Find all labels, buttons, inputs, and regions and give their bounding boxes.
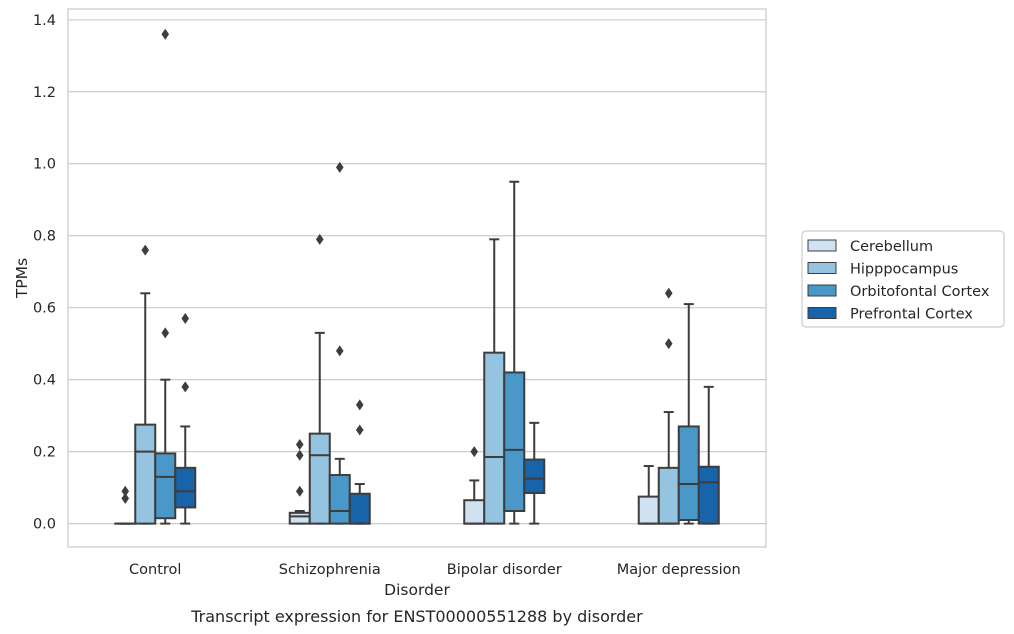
iqr-box <box>174 466 197 509</box>
iqr-box <box>637 495 660 525</box>
x-tick-label: Bipolar disorder <box>447 562 562 578</box>
plot-frame <box>67 8 767 548</box>
outlier-point <box>121 492 130 504</box>
outlier-point <box>335 161 344 173</box>
iqr-box <box>503 371 526 513</box>
y-tick-label: 0.8 <box>33 229 56 245</box>
iqr-box <box>134 423 157 525</box>
outlier-point <box>161 327 170 339</box>
iqr-box <box>308 432 331 525</box>
legend-label: Prefrontal Cortex <box>850 307 973 323</box>
x-tick-label: Major depression <box>617 562 741 578</box>
x-axis-title: Disorder <box>384 581 450 599</box>
iqr-box <box>328 474 351 525</box>
outlier-point <box>295 485 304 497</box>
y-axis-title: TPMs <box>13 258 31 299</box>
legend-label: Orbitofontal Cortex <box>850 284 990 300</box>
iqr-box <box>523 458 546 495</box>
legend-swatch <box>807 262 837 274</box>
legend-swatch <box>807 239 837 252</box>
outlier-point <box>470 446 479 458</box>
box-groups <box>114 28 720 525</box>
iqr-box <box>348 492 371 525</box>
box-0-2 <box>154 28 177 525</box>
box-2-2 <box>503 180 526 525</box>
iqr-box <box>483 351 506 525</box>
figure-caption: Transcript expression for ENST0000055128… <box>190 607 643 626</box>
outlier-point <box>355 399 364 411</box>
outlier-point <box>335 345 344 357</box>
box-1-0 <box>288 438 311 525</box>
x-tick-label: Control <box>129 562 181 578</box>
box-3-3 <box>697 385 720 525</box>
iqr-box <box>154 452 177 520</box>
legend: Cerebellum Hipppocampus Orbitofontal Corte… <box>801 230 1005 328</box>
legend-label: Hipppocampus <box>850 262 958 278</box>
x-tick-labels: Control Schizophrenia Bipolar disorder Majo… <box>129 562 741 578</box>
outlier-point <box>355 424 364 436</box>
iqr-box <box>677 425 700 522</box>
iqr-box <box>697 465 720 525</box>
x-tick-label: Schizophrenia <box>279 562 381 578</box>
outlier-point <box>161 28 170 40</box>
outlier-point <box>295 438 304 450</box>
box-3-0 <box>637 465 660 525</box>
legend-label: Cerebellum <box>850 239 933 255</box>
legend-swatch <box>807 307 837 319</box>
outlier-point <box>141 244 150 256</box>
iqr-box <box>288 511 311 525</box>
legend-frame <box>801 230 1005 328</box>
y-tick-label: 1.4 <box>33 13 56 29</box>
outlier-point <box>295 449 304 461</box>
y-tick-label: 0.0 <box>33 517 56 533</box>
iqr-box <box>657 466 680 525</box>
legend-swatch <box>807 284 837 297</box>
y-tick-labels: 0.0 0.2 0.4 0.6 0.8 1.0 1.2 1.4 <box>33 13 56 533</box>
y-tick-label: 0.4 <box>33 373 56 389</box>
box-2-3 <box>523 421 546 525</box>
outlier-point <box>181 312 190 324</box>
box-3-1 <box>657 287 680 525</box>
outlier-point <box>664 338 673 350</box>
outlier-point <box>315 233 324 245</box>
y-tick-label: 0.2 <box>33 445 56 461</box>
iqr-box <box>463 499 486 525</box>
outlier-point <box>664 287 673 299</box>
y-tick-label: 1.2 <box>33 85 56 101</box>
box-0-3 <box>174 312 197 525</box>
y-tick-label: 1.0 <box>33 157 56 173</box>
box-3-2 <box>677 303 700 525</box>
box-1-3 <box>348 399 371 525</box>
y-tick-label: 0.6 <box>33 301 56 317</box>
outlier-point <box>181 381 190 393</box>
box-1-2 <box>328 161 351 525</box>
outlier-point <box>121 485 130 497</box>
